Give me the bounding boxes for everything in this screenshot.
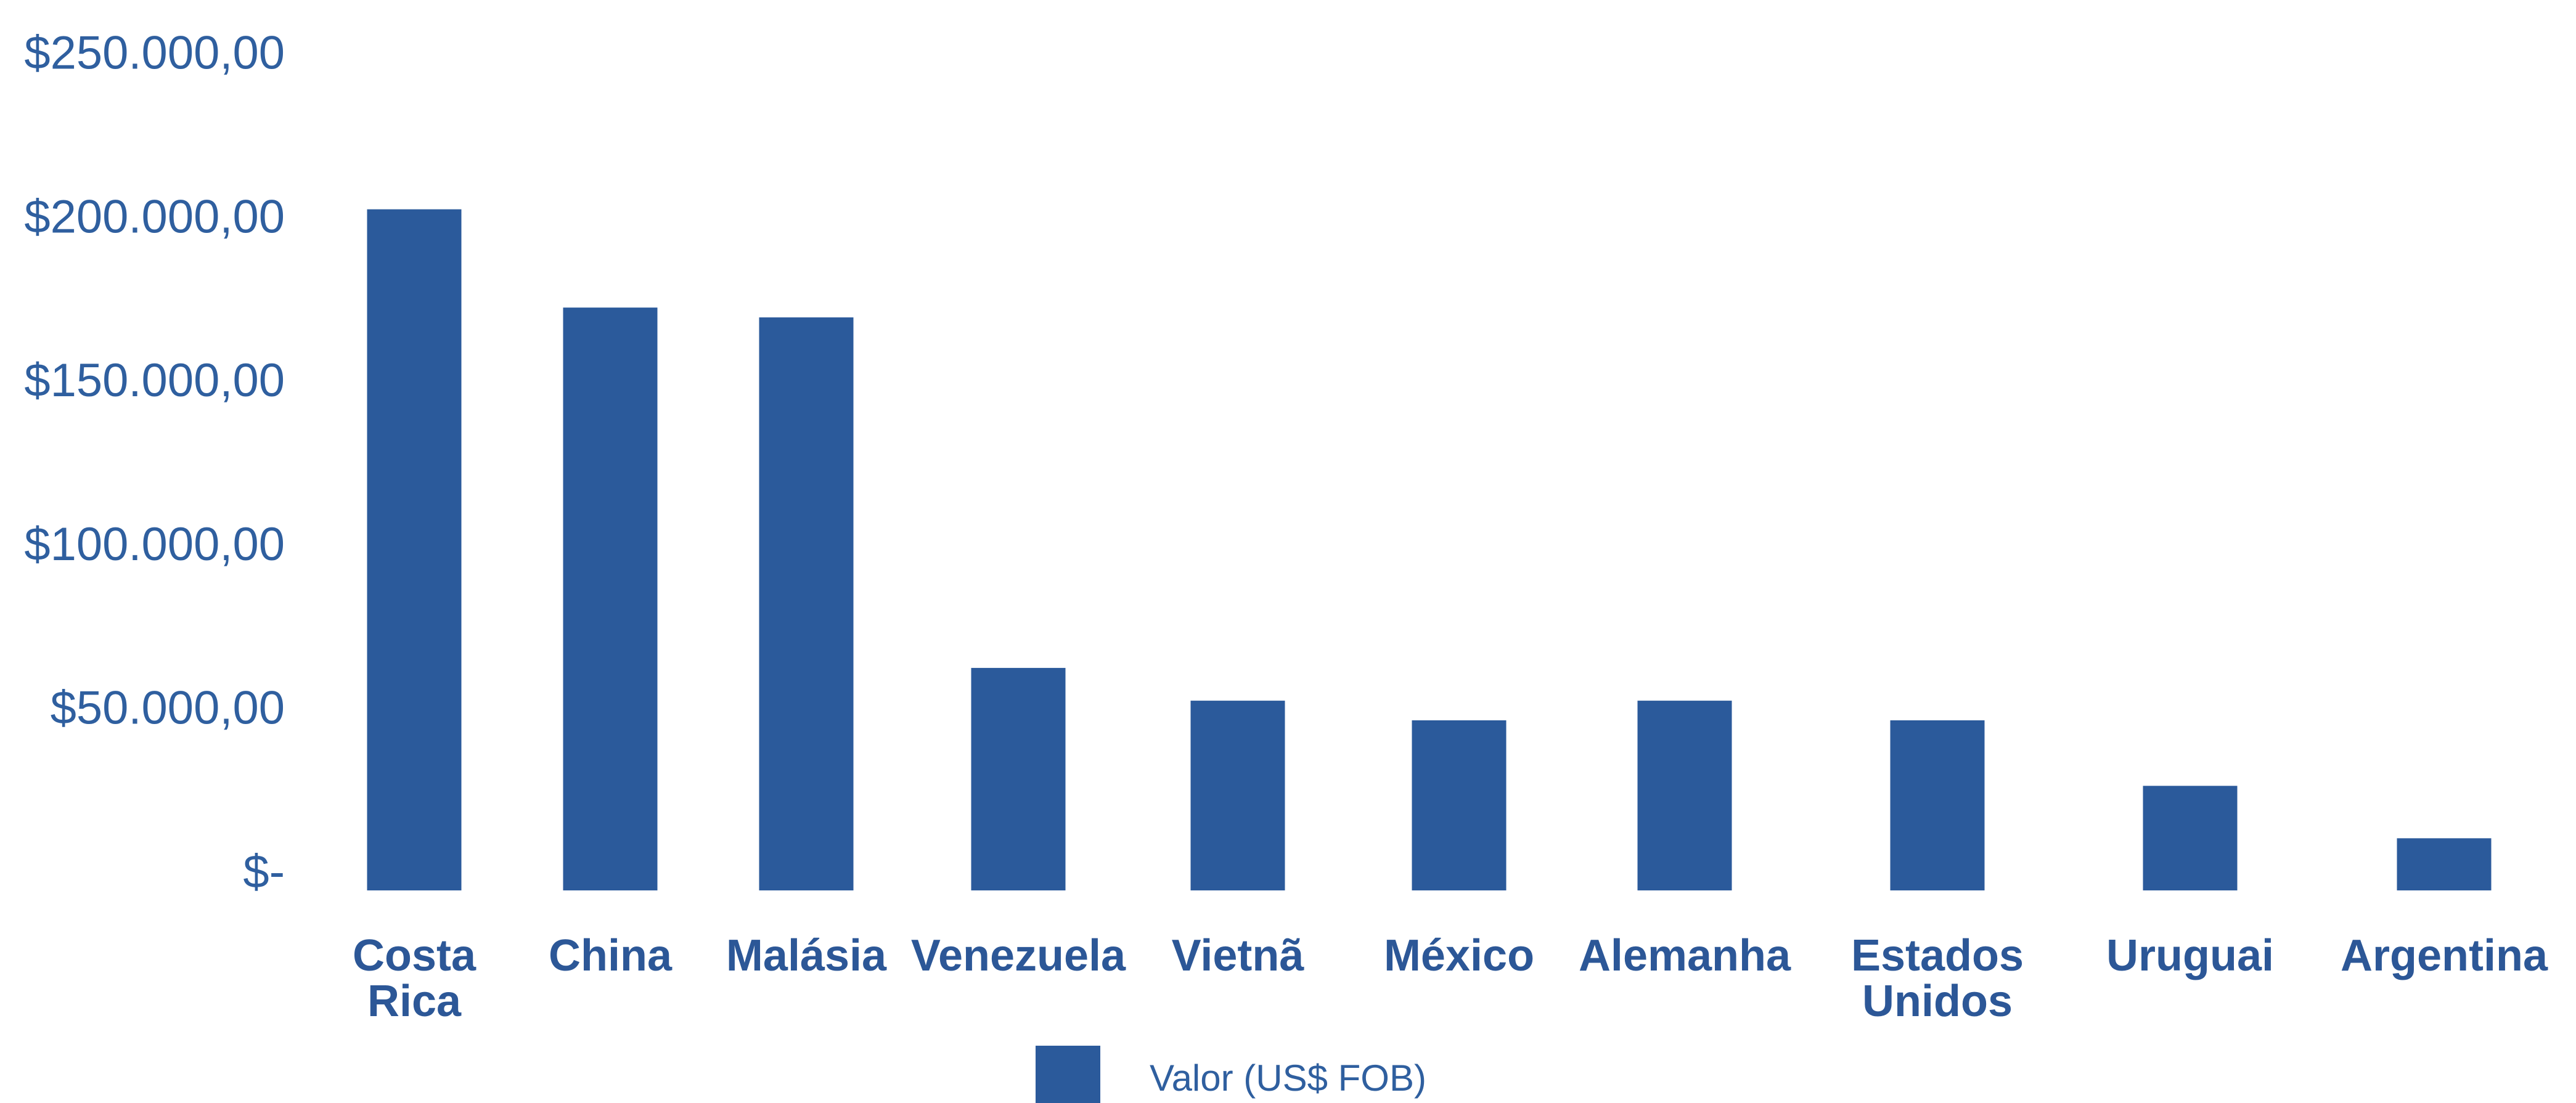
x-tick-label: Argentina [2341,931,2548,980]
y-tick-label: $250.000,00 [24,26,285,79]
bar [2143,786,2238,890]
x-tick-label: China [549,931,673,980]
bar [971,667,1066,890]
bar [1190,701,1285,890]
x-tick-label: Estados Unidos [1851,931,2024,1026]
x-tick-label: Venezuela [911,931,1126,980]
y-axis: $- $50.000,00 $100.000,00 $150.000,00 $200.0… [24,26,285,898]
x-tick-label: Alemanha [1579,931,1791,980]
bar [1412,720,1507,890]
legend-label: Valor (US$ FOB) [1150,1057,1426,1099]
x-tick-label: México [1384,931,1534,980]
bar [759,317,854,890]
y-tick-label: $50.000,00 [51,682,285,735]
x-axis: Costa Rica China Malásia Venezuela Vietnã Méxi… [353,931,2548,1026]
y-tick-label: $150.000,00 [24,354,285,407]
x-tick-label: Malásia [726,931,887,980]
y-tick-label: $- [243,846,285,898]
bars [367,209,2492,890]
x-tick-label: Costa Rica [353,931,476,1026]
legend-swatch [1036,1046,1100,1103]
bar [563,307,658,890]
x-tick-label: Uruguai [2106,931,2274,980]
bar [1637,701,1732,890]
bar [367,209,462,890]
y-tick-label: $200.000,00 [24,190,285,243]
y-tick-label: $100.000,00 [24,518,285,571]
legend: Valor (US$ FOB) [1036,1046,1426,1103]
x-tick-label: Vietnã [1172,931,1305,980]
bar [1890,720,1985,890]
bar [2397,838,2492,890]
